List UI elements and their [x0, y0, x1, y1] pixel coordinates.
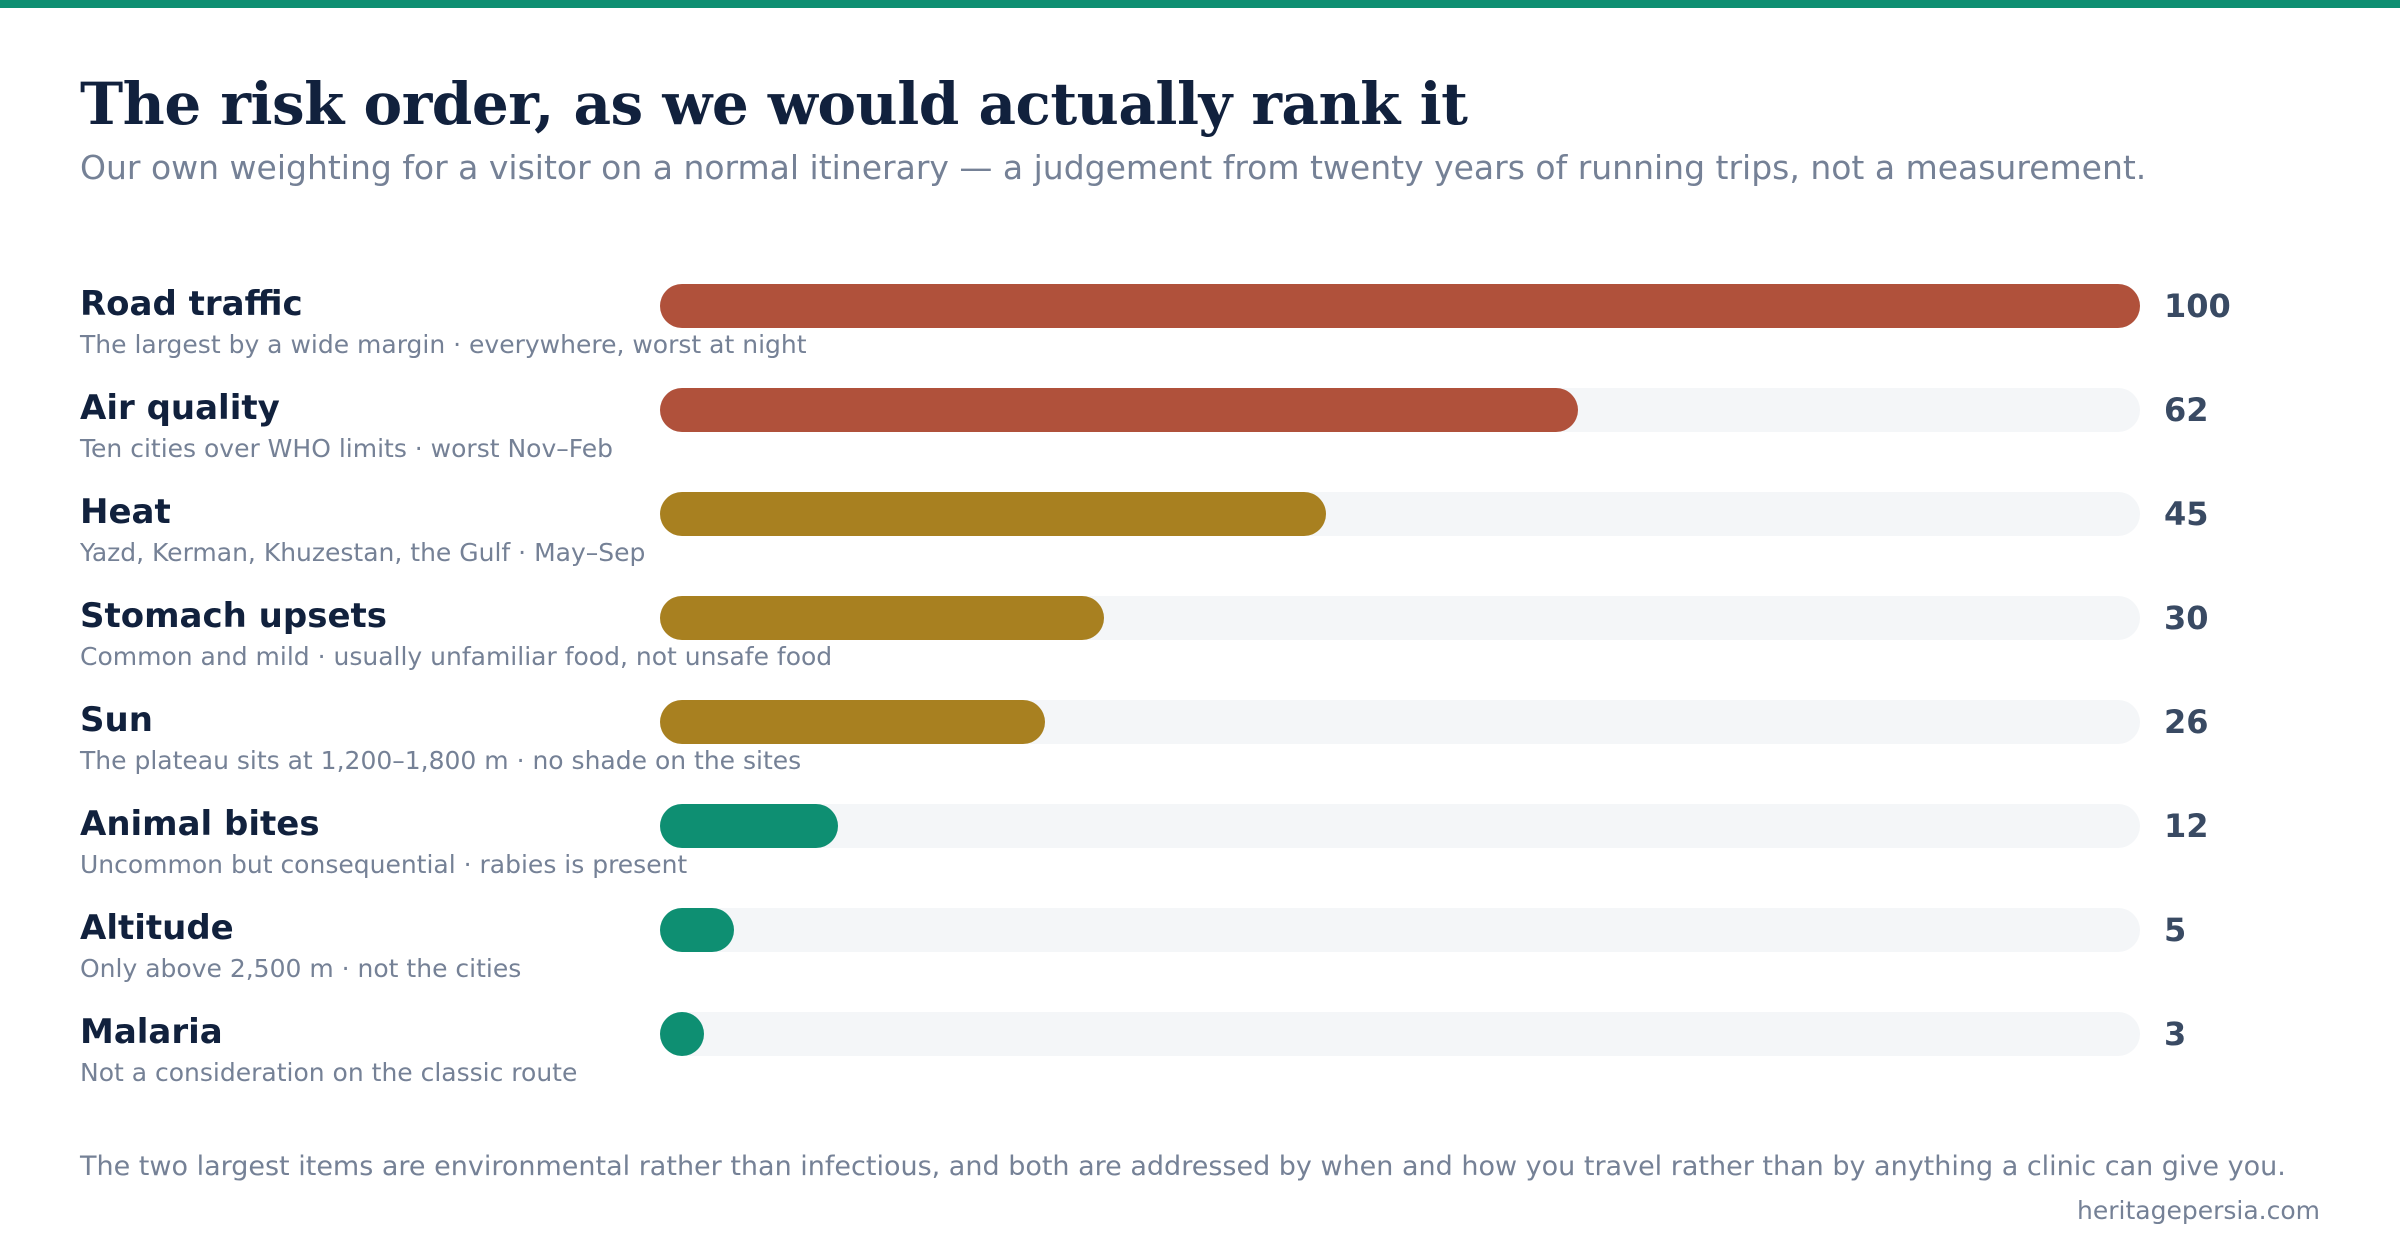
source-credit: heritagepersia.com [2077, 1196, 2320, 1225]
category-note: Uncommon but consequential · rabies is p… [80, 850, 688, 879]
bar [660, 908, 734, 952]
category-note: The largest by a wide margin · everywher… [80, 330, 807, 359]
value-label: 62 [2164, 391, 2209, 429]
bar-track [660, 804, 2140, 848]
value-label: 12 [2164, 807, 2209, 845]
bar-track [660, 492, 2140, 536]
chart-row: Stomach upsets Common and mild · usually … [0, 596, 2400, 700]
category-note: Yazd, Kerman, Khuzestan, the Gulf · May–… [80, 538, 646, 567]
bar-track [660, 388, 2140, 432]
chart-row: Sun The plateau sits at 1,200–1,800 m · n… [0, 700, 2400, 804]
chart-footnote: The two largest items are environmental … [80, 1151, 2286, 1182]
bar [660, 596, 1104, 640]
value-label: 26 [2164, 703, 2209, 741]
bar-track [660, 596, 2140, 640]
chart-row: Heat Yazd, Kerman, Khuzestan, the Gulf · … [0, 492, 2400, 596]
top-accent-bar [0, 0, 2400, 8]
category-label: Malaria [80, 1012, 223, 1052]
bar [660, 804, 838, 848]
category-note: Not a consideration on the classic route [80, 1058, 578, 1087]
category-label: Altitude [80, 908, 234, 948]
category-label: Sun [80, 700, 153, 740]
bar-track [660, 1012, 2140, 1056]
bar-track [660, 700, 2140, 744]
bar [660, 700, 1045, 744]
chart-title: The risk order, as we would actually ran… [80, 70, 1468, 138]
value-label: 100 [2164, 287, 2231, 325]
category-note: The plateau sits at 1,200–1,800 m · no s… [80, 746, 802, 775]
bar [660, 492, 1326, 536]
bar [660, 1012, 705, 1056]
chart-row: Road traffic The largest by a wide margin… [0, 284, 2400, 388]
value-label: 45 [2164, 495, 2209, 533]
bar [660, 388, 1578, 432]
value-label: 30 [2164, 599, 2209, 637]
bar-track [660, 908, 2140, 952]
chart-row: Animal bites Uncommon but consequential ·… [0, 804, 2400, 908]
chart-row: Air quality Ten cities over WHO limits · … [0, 388, 2400, 492]
chart-subtitle: Our own weighting for a visitor on a nor… [80, 148, 2147, 187]
bar [660, 284, 2140, 328]
value-label: 5 [2164, 911, 2187, 949]
category-label: Air quality [80, 388, 280, 428]
category-note: Ten cities over WHO limits · worst Nov–F… [80, 434, 614, 463]
chart-row: Altitude Only above 2,500 m · not the cit… [0, 908, 2400, 1012]
category-label: Animal bites [80, 804, 320, 844]
category-label: Stomach upsets [80, 596, 387, 636]
category-note: Only above 2,500 m · not the cities [80, 954, 522, 983]
bar-track [660, 284, 2140, 328]
value-label: 3 [2164, 1015, 2187, 1053]
category-label: Road traffic [80, 284, 303, 324]
category-note: Common and mild · usually unfamiliar foo… [80, 642, 833, 671]
category-label: Heat [80, 492, 171, 532]
chart-row: Malaria Not a consideration on the classi… [0, 1012, 2400, 1116]
